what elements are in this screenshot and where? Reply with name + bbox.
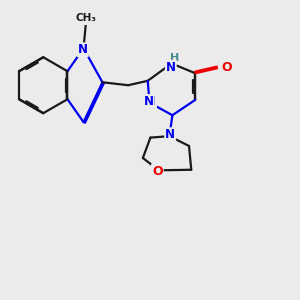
Text: N: N [144, 95, 154, 108]
Text: H: H [170, 53, 179, 63]
Text: N: N [78, 43, 88, 56]
Text: N: N [165, 128, 175, 141]
Text: N: N [146, 95, 156, 108]
Text: N: N [146, 95, 156, 108]
Text: O: O [152, 165, 163, 178]
Text: O: O [221, 61, 232, 74]
Text: N: N [166, 61, 176, 74]
Text: CH₃: CH₃ [75, 13, 96, 23]
